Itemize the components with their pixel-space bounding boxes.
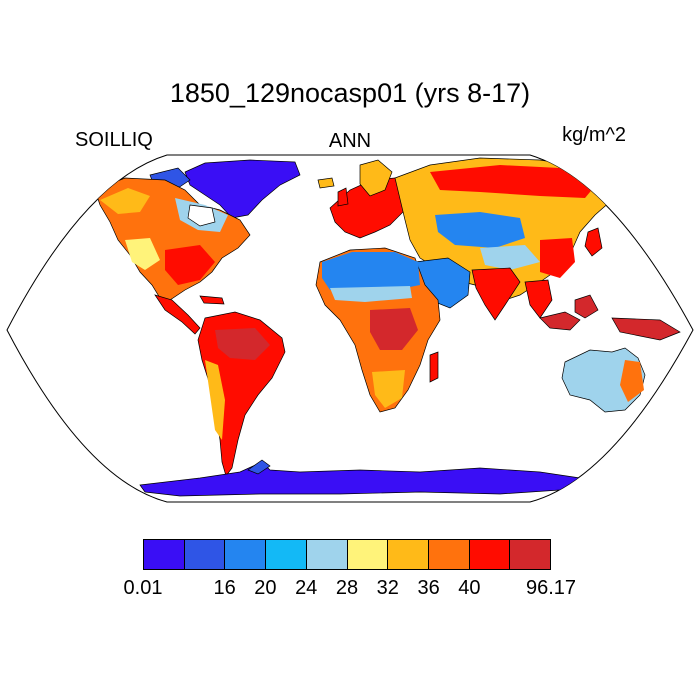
land-central-america	[154, 294, 201, 335]
colorbar-swatch	[306, 540, 348, 569]
land-congo	[370, 308, 418, 350]
units-label: kg/m^2	[562, 124, 626, 146]
land-borneo	[574, 294, 599, 319]
land-se-asia	[524, 279, 553, 319]
colorbar-tick-label: 16	[213, 577, 236, 599]
colorbar-tick-label: 24	[295, 577, 318, 599]
land-iceland	[317, 177, 335, 189]
land-uk	[337, 187, 349, 207]
land-tibet	[480, 245, 540, 270]
colorbar-swatch	[388, 540, 429, 569]
colorbar-swatch	[510, 540, 551, 569]
colorbar-swatch	[266, 540, 307, 569]
land-usa-west	[125, 238, 160, 270]
colorbar-tick-label: 28	[335, 577, 359, 599]
colorbar-swatch	[347, 540, 389, 569]
land-indonesia	[539, 311, 581, 331]
colorbar-tick-label: 96.17	[525, 577, 577, 599]
colorbar-swatch	[184, 540, 226, 569]
land-madagascar	[429, 351, 439, 383]
colorbar-tick-label: 20	[254, 577, 277, 599]
land-greenland	[184, 159, 301, 219]
land-sahel	[330, 286, 412, 302]
land-new-guinea	[611, 317, 681, 341]
land-hudson-bay	[187, 204, 216, 227]
colorbar-tick-label: 40	[458, 577, 481, 599]
land-australia-east	[620, 360, 644, 402]
land-china-east	[540, 238, 575, 278]
colorbar-swatch	[428, 540, 470, 569]
colorbar-swatch	[144, 540, 185, 569]
land-new-zealand	[654, 397, 671, 421]
colorbar	[143, 539, 551, 570]
land-india	[471, 267, 521, 321]
land-caribbean	[199, 295, 225, 305]
variable-label: SOILLIQ	[75, 129, 153, 151]
land-usa-east	[165, 245, 215, 285]
land-sahara	[322, 252, 420, 292]
land-andes	[205, 360, 225, 440]
land-amazon	[215, 328, 270, 360]
colorbar-swatch	[469, 540, 511, 569]
colorbar-tick-label: 0.01	[123, 577, 163, 599]
season-label: ANN	[328, 130, 372, 152]
land-central-asia	[435, 212, 525, 248]
land-scandinavia	[359, 159, 393, 197]
colorbar-tick-label: 32	[376, 577, 399, 599]
land-siberia	[430, 165, 600, 198]
land-south-africa	[372, 370, 405, 408]
land-alaska-detail	[100, 188, 150, 214]
colorbar-swatch	[225, 540, 267, 569]
land-antarctic-peninsula	[247, 459, 271, 475]
colorbar-tick-label: 36	[417, 577, 440, 599]
land-japan	[584, 227, 603, 257]
figure-title: 1850_129nocasp01 (yrs 8-17)	[169, 78, 531, 108]
